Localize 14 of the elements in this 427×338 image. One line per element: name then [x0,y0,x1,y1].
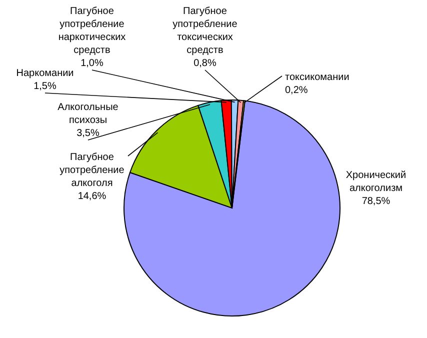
data-label: 14,6% [78,191,106,202]
slice-label: Пагубное употребление токсических средств [172,6,238,56]
slice-label: Алкогольные психозы [58,102,119,126]
slice-label: Пагубное употребление алкоголя [60,152,125,189]
data-label: 0,8% [194,58,217,69]
slice-label: токсикомании [285,72,350,83]
data-label: 1,5% [34,81,57,92]
slice-label: Наркомании [16,68,74,79]
data-label: 1,0% [80,58,104,69]
data-label: 3,5% [76,128,100,139]
data-label: 0,2% [285,85,308,96]
data-label: 78,5% [362,196,390,207]
slice-label: Хронический алкоголизм [346,170,406,194]
slice-label: Пагубное употребление наркотических средств [58,6,126,56]
